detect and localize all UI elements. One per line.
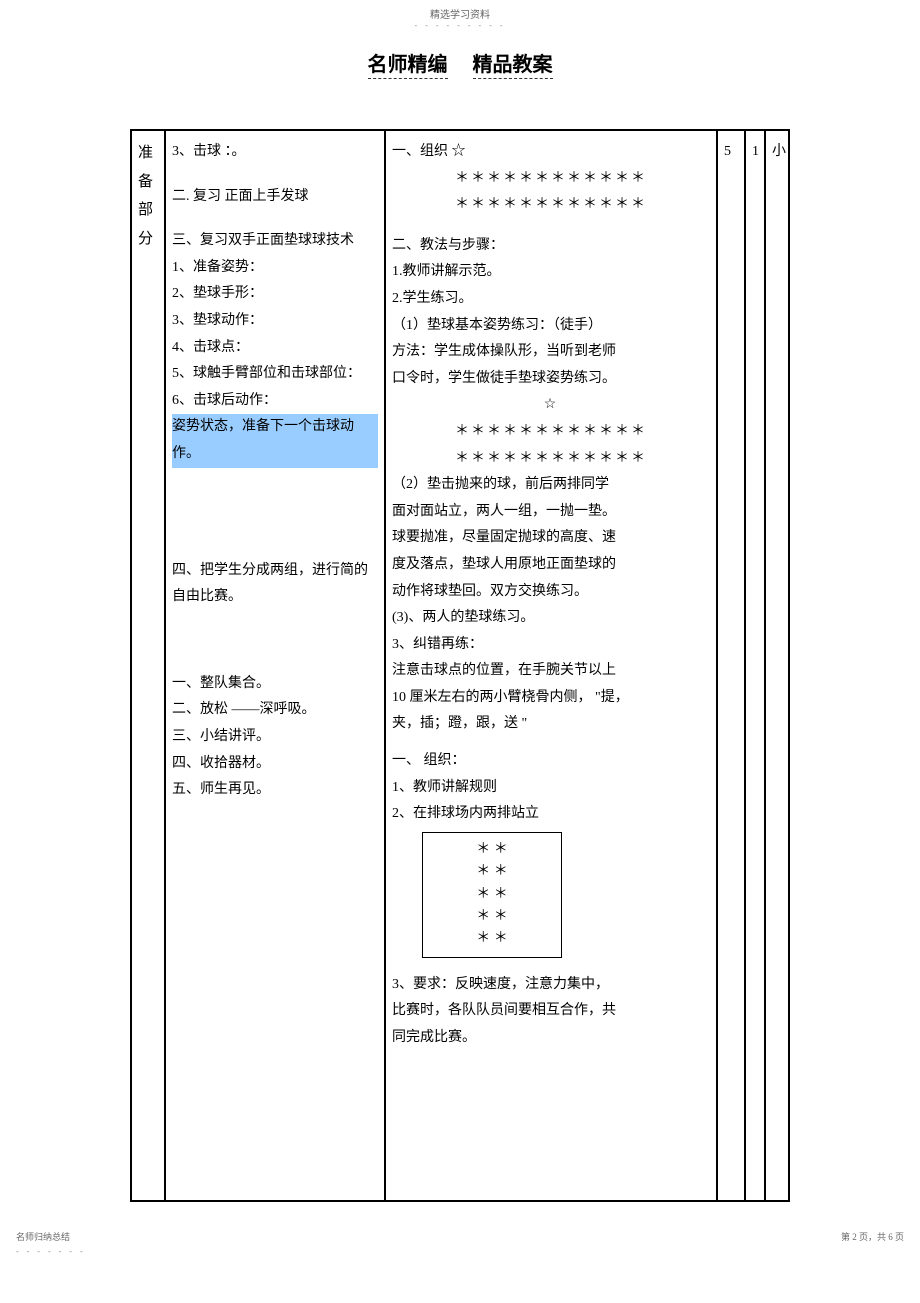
- c3-r8: （2）垫击抛来的球，前后两排同学: [392, 472, 710, 499]
- c3-r12: 动作将球垫回。双方交换练习。: [392, 579, 710, 606]
- c3-r4: 2.学生练习。: [392, 286, 710, 313]
- box-l1: ＊ ＊: [423, 839, 561, 861]
- c2-p3: 三、复习双手正面垫球球技术: [172, 228, 378, 255]
- c2-p13: 二、放松 ——深呼吸。: [172, 697, 378, 724]
- footer-left: 名师归纳总结: [16, 1230, 70, 1243]
- c3-r2: 二、教法与步骤：: [392, 233, 710, 260]
- c3-r19: 1、教师讲解规则: [392, 775, 710, 802]
- stars-4: ＊＊＊＊＊＊＊＊＊＊＊＊: [392, 446, 710, 473]
- section-label-col: 准 备 部 分: [131, 130, 165, 1201]
- box-l2: ＊ ＊: [423, 861, 561, 883]
- c2-p1: 3、击球 ：。: [172, 139, 378, 166]
- c2-p11: 四、把学生分成两组，进行简的自由比赛。: [172, 558, 378, 611]
- c2-p12: 一、整队集合。: [172, 671, 378, 698]
- header-right: 精品教案: [473, 54, 553, 79]
- c3-r3: 1.教师讲解示范。: [392, 259, 710, 286]
- c2-p16: 五、师生再见。: [172, 777, 378, 804]
- stars-1: ＊＊＊＊＊＊＊＊＊＊＊＊: [392, 166, 710, 193]
- c3-r11: 度及落点，垫球人用原地正面垫球的: [392, 552, 710, 579]
- top-dash: - - - - - - - - -: [0, 21, 920, 30]
- star-center: ☆: [392, 392, 710, 419]
- c2-p10: 姿势状态，准备下一个击球动作。: [172, 414, 378, 467]
- c3-r13: (3)、两人的垫球练习。: [392, 605, 710, 632]
- box-l4: ＊ ＊: [423, 906, 561, 928]
- footer: 名师归纳总结 第 2 页，共 6 页: [0, 1222, 920, 1247]
- page-header: 名师精编 精品教案: [0, 30, 920, 89]
- c3-r15: 注意击球点的位置，在手腕关节以上: [392, 658, 710, 685]
- c2-p6: 3、垫球动作：: [172, 308, 378, 335]
- c3-r14: 3、纠错再练：: [392, 632, 710, 659]
- c3-r20: 2、在排球场内两排站立: [392, 801, 710, 828]
- c2-p7: 4、击球点：: [172, 335, 378, 362]
- c2-p4: 1、准备姿势：: [172, 255, 378, 282]
- c2-p15: 四、收拾器材。: [172, 751, 378, 778]
- c3-r9: 面对面站立，两人一组，一抛一垫。: [392, 499, 710, 526]
- label-fen: 分: [138, 225, 158, 254]
- c2-p2: 二. 复习 正面上手发球: [172, 184, 378, 211]
- lesson-table: 准 备 部 分 3、击球 ：。 二. 复习 正面上手发球 三、复习双手正面垫球球…: [130, 129, 790, 1202]
- c3-r7: 口令时，学生做徒手垫球姿势练习。: [392, 366, 710, 393]
- col-xiao: 小: [765, 130, 789, 1201]
- c3-r18: 一、 组织：: [392, 748, 710, 775]
- header-left: 名师精编: [368, 54, 448, 79]
- box-l3: ＊ ＊: [423, 884, 561, 906]
- c3-r23: 同完成比赛。: [392, 1025, 710, 1052]
- content-col-left: 3、击球 ：。 二. 复习 正面上手发球 三、复习双手正面垫球球技术 1、准备姿…: [165, 130, 385, 1201]
- c3-r22: 比赛时，各队队员间要相互合作，共: [392, 998, 710, 1025]
- box-l5: ＊ ＊: [423, 928, 561, 950]
- formation-box: ＊ ＊ ＊ ＊ ＊ ＊ ＊ ＊ ＊ ＊: [422, 832, 562, 958]
- c3-r10: 球要抛准，尽量固定抛球的高度、速: [392, 525, 710, 552]
- col-5: 5: [717, 130, 745, 1201]
- top-note: 精选学习资料: [0, 0, 920, 21]
- c2-p5: 2、垫球手形：: [172, 281, 378, 308]
- c2-p9: 6、击球后动作：: [172, 388, 378, 415]
- label-bei: 备: [138, 168, 158, 197]
- c3-r21: 3、要求：反映速度，注意力集中，: [392, 972, 710, 999]
- c3-r16: 10 厘米左右的两小臂桡骨内侧， "提，: [392, 685, 710, 712]
- c3-r1: 一、组织 ☆: [392, 139, 710, 166]
- c3-r17: 夹，插；蹬，跟，送 ": [392, 711, 710, 738]
- content-col-right: 一、组织 ☆ ＊＊＊＊＊＊＊＊＊＊＊＊ ＊＊＊＊＊＊＊＊＊＊＊＊ 二、教法与步骤…: [385, 130, 717, 1201]
- footer-right: 第 2 页，共 6 页: [841, 1230, 904, 1243]
- c2-p8: 5、球触手臂部位和击球部位：: [172, 361, 378, 388]
- c2-p14: 三、小结讲评。: [172, 724, 378, 751]
- label-bu: 部: [138, 196, 158, 225]
- label-zhun: 准: [138, 139, 158, 168]
- stars-2: ＊＊＊＊＊＊＊＊＊＊＊＊: [392, 192, 710, 219]
- c3-r6: 方法：学生成体操队形，当听到老师: [392, 339, 710, 366]
- page-content: 准 备 部 分 3、击球 ：。 二. 复习 正面上手发球 三、复习双手正面垫球球…: [0, 89, 920, 1222]
- c3-r5: （1）垫球基本姿势练习：（徒手）: [392, 313, 710, 340]
- col-1: 1: [745, 130, 765, 1201]
- footer-dash: - - - - - - -: [0, 1247, 920, 1256]
- stars-3: ＊＊＊＊＊＊＊＊＊＊＊＊: [392, 419, 710, 446]
